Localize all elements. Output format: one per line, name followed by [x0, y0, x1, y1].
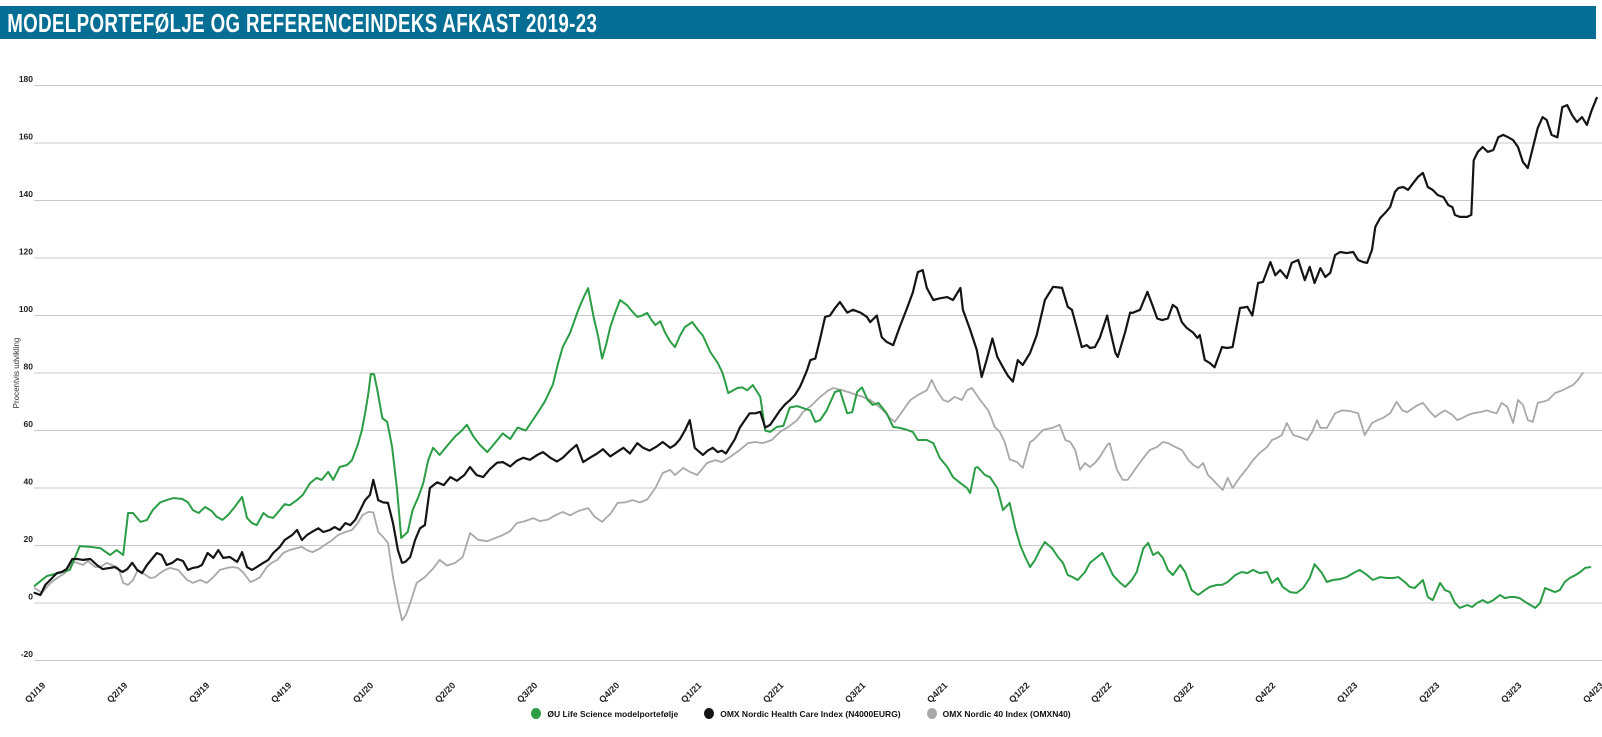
- y-tick-label: 40: [24, 477, 34, 487]
- x-tick-label: Q4/22: [1253, 680, 1277, 704]
- x-tick-label: Q2/22: [1089, 680, 1113, 704]
- x-tick-label: Q3/19: [187, 680, 211, 704]
- y-tick-label: 60: [24, 419, 34, 429]
- chart-title-bar: MODELPORTEFØLJE OG REFERENCEINDEKS AFKAS…: [0, 6, 1596, 39]
- x-tick-label: Q2/19: [105, 680, 129, 704]
- series-line-omxn40-index: [33, 372, 1584, 622]
- series-line-model-portfolio: [33, 287, 1592, 609]
- x-tick-label: Q1/20: [351, 680, 375, 704]
- x-tick-label: Q3/20: [515, 680, 539, 704]
- y-tick-label: 180: [19, 74, 33, 84]
- legend-color-dot-icon: [926, 708, 937, 719]
- chart-title: MODELPORTEFØLJE OG REFERENCEINDEKS AFKAS…: [7, 8, 598, 38]
- x-tick-label: Q1/19: [23, 680, 47, 704]
- x-tick-label: Q2/23: [1417, 680, 1441, 704]
- legend-item-omxn40-index: OMX Nordic 40 Index (OMXN40): [926, 708, 1071, 719]
- x-tick-label: Q2/21: [761, 680, 785, 704]
- y-tick-label: 100: [19, 304, 33, 314]
- legend-item-health-care-index: OMX Nordic Health Care Index (N4000EURG): [704, 708, 901, 719]
- legend-color-dot-icon: [704, 708, 715, 719]
- y-tick-label: 20: [24, 534, 34, 544]
- chart-legend: ØU Life Science modelportefølje OMX Nordi…: [0, 708, 1602, 719]
- x-tick-label: Q1/22: [1007, 680, 1031, 704]
- x-tick-label: Q2/20: [433, 680, 457, 704]
- x-tick-label: Q4/23: [1581, 680, 1602, 704]
- legend-label: OMX Nordic Health Care Index (N4000EURG): [720, 708, 901, 719]
- y-tick-label: -20: [21, 649, 34, 659]
- legend-color-dot-icon: [531, 708, 542, 719]
- legend-label: OMX Nordic 40 Index (OMXN40): [942, 708, 1071, 719]
- y-tick-label: 140: [19, 189, 33, 199]
- x-tick-label: Q1/21: [679, 680, 703, 704]
- y-tick-label: 0: [28, 592, 33, 602]
- legend-label: ØU Life Science modelportefølje: [547, 708, 679, 719]
- series-line-health-care-index: [33, 96, 1598, 597]
- x-tick-label: Q1/23: [1335, 680, 1359, 704]
- x-tick-label: Q4/19: [269, 680, 293, 704]
- y-tick-label: 80: [24, 362, 34, 372]
- x-tick-label: Q4/21: [925, 680, 949, 704]
- x-tick-label: Q3/22: [1171, 680, 1195, 704]
- y-tick-label: 120: [19, 247, 33, 257]
- y-axis-title: Procentvis udvikling: [12, 338, 21, 409]
- x-tick-label: Q3/23: [1499, 680, 1523, 704]
- x-tick-label: Q4/20: [597, 680, 621, 704]
- y-tick-label: 160: [19, 132, 33, 142]
- x-tick-label: Q3/21: [843, 680, 867, 704]
- legend-item-model-portfolio: ØU Life Science modelportefølje: [531, 708, 678, 719]
